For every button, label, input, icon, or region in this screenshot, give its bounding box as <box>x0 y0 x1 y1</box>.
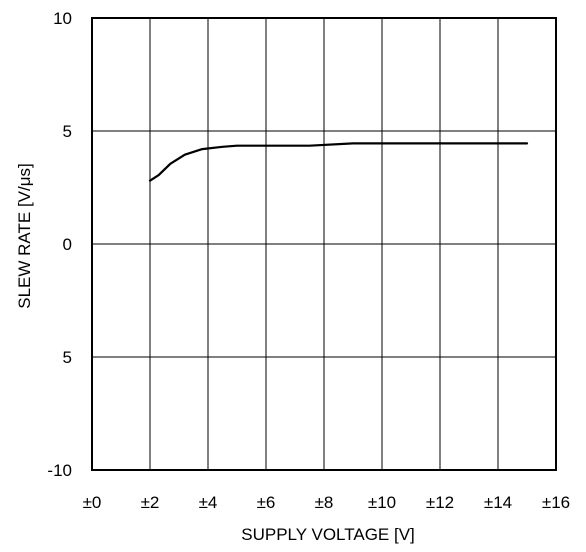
plot-area-frame <box>91 17 557 471</box>
y-tick-label: 0 <box>63 235 72 254</box>
x-tick-label: ±0 <box>83 493 102 512</box>
y-tick-label: 5 <box>63 348 72 367</box>
y-axis-title: SLEW RATE [V/μs] <box>15 163 34 309</box>
x-tick-label: ±8 <box>315 493 334 512</box>
y-tick-label: 5 <box>63 122 72 141</box>
x-tick-label: ±2 <box>141 493 160 512</box>
x-tick-label: ±14 <box>484 493 512 512</box>
y-tick-label: 10 <box>53 9 72 28</box>
x-tick-label: ±4 <box>199 493 218 512</box>
x-tick-label: ±12 <box>426 493 454 512</box>
x-tick-label: ±10 <box>368 493 396 512</box>
x-axis-title: SUPPLY VOLTAGE [V] <box>241 525 415 544</box>
y-tick-label: -10 <box>47 461 72 480</box>
x-tick-labels: ±0 ±2 ±4 ±6 ±8 ±10 ±12 ±14 ±16 <box>83 493 571 512</box>
grid-lines <box>92 18 556 470</box>
series-line <box>148 142 529 182</box>
y-tick-labels: 10 5 0 5 -10 <box>47 9 72 480</box>
x-tick-label: ±16 <box>542 493 570 512</box>
x-tick-label: ±6 <box>257 493 276 512</box>
series-layer <box>148 142 529 182</box>
